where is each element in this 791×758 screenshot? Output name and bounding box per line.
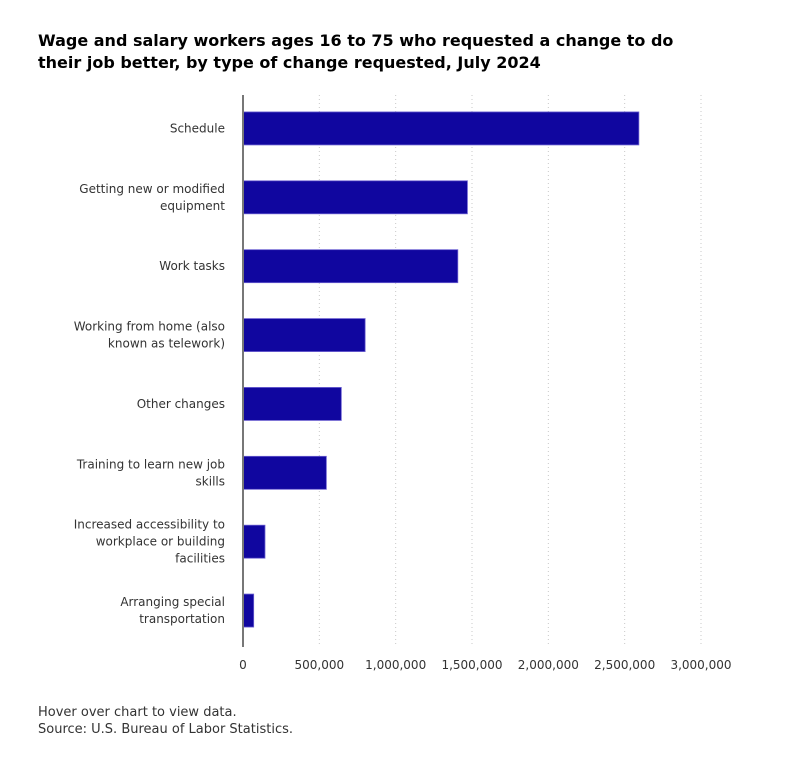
x-tick-label: 1,500,000: [441, 658, 502, 672]
x-tick-label: 2,500,000: [594, 658, 655, 672]
category-label: Working from home (also known as telework…: [74, 320, 225, 351]
bar-chart[interactable]: 0 500,000 1,000,000 1,500,000 2,000,000 2,500…: [0, 0, 791, 700]
bar[interactable]: [242, 318, 366, 352]
hover-hint: Hover over chart to view data.: [38, 705, 237, 720]
x-tick-label: 1,000,000: [365, 658, 426, 672]
bar[interactable]: [242, 593, 255, 628]
category-label: Arranging special transportation: [120, 595, 225, 626]
bar[interactable]: [242, 455, 327, 490]
bar[interactable]: [242, 387, 342, 421]
chart-notes: Hover over chart to view data. Source: U…: [38, 704, 293, 738]
x-tick-label: 2,000,000: [518, 658, 579, 672]
chart-title: Wage and salary workers ages 16 to 75 wh…: [38, 31, 674, 72]
category-label: Training to learn new job skills: [76, 457, 225, 488]
x-tick-label: 3,000,000: [670, 658, 731, 672]
bar[interactable]: [242, 524, 266, 559]
category-label: Work tasks: [159, 259, 225, 273]
bar[interactable]: [242, 180, 468, 215]
category-label: Increased accessibility to workplace or b…: [74, 518, 225, 566]
bar[interactable]: [242, 111, 640, 146]
x-tick-label: 500,000: [295, 658, 345, 672]
source-note: Source: U.S. Bureau of Labor Statistics.: [38, 722, 293, 737]
category-label: Schedule: [170, 121, 225, 135]
category-label: Other changes: [137, 397, 225, 411]
category-label: Getting new or modified equipment: [79, 182, 225, 213]
x-tick-label: 0: [239, 658, 247, 672]
bar[interactable]: [242, 249, 459, 284]
